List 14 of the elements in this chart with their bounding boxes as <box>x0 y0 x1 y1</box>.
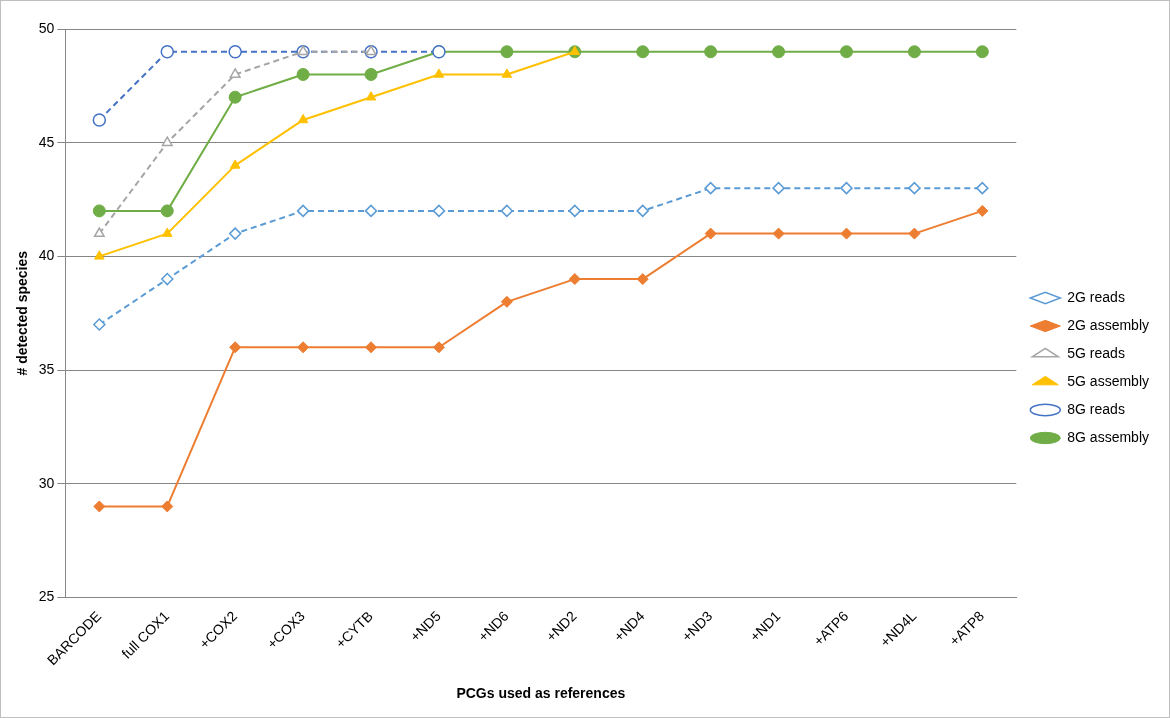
y-tick-label: 50 <box>38 19 55 36</box>
legend-label: 5G assembly <box>1067 372 1150 389</box>
legend-label: 2G assembly <box>1067 316 1150 333</box>
y-tick-label: 40 <box>38 247 55 264</box>
y-tick-label: 45 <box>38 133 55 150</box>
y-tick-label: 35 <box>38 360 55 377</box>
legend-label: 8G assembly <box>1067 428 1150 445</box>
y-tick-label: 30 <box>38 474 55 491</box>
y-axis-title: # detected species <box>14 250 31 376</box>
legend-label: 2G reads <box>1067 288 1125 305</box>
legend-label: 5G reads <box>1067 344 1125 361</box>
x-axis-title: PCGs used as references <box>456 685 626 702</box>
legend-label: 8G reads <box>1067 400 1125 417</box>
y-tick-label: 25 <box>38 588 55 605</box>
